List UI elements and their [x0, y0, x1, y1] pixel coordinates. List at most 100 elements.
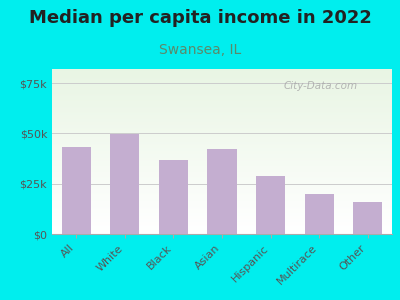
Bar — [52, 182, 392, 183]
Bar — [52, 228, 392, 229]
Bar — [52, 166, 392, 167]
Bar — [304, 194, 334, 234]
Bar — [52, 87, 392, 88]
Bar — [52, 104, 392, 105]
Bar — [52, 179, 392, 180]
Bar — [52, 156, 392, 157]
Bar — [52, 111, 392, 112]
Bar — [52, 222, 392, 223]
Bar — [52, 159, 392, 160]
Bar — [52, 168, 392, 169]
Bar — [52, 124, 392, 125]
Bar — [110, 134, 140, 234]
Bar — [52, 208, 392, 209]
Bar — [52, 175, 392, 176]
Bar — [52, 116, 392, 117]
Bar — [52, 130, 392, 131]
Bar — [52, 195, 392, 196]
Bar — [62, 148, 91, 234]
Bar — [52, 145, 392, 146]
Bar — [52, 205, 392, 206]
Bar — [52, 147, 392, 148]
Bar — [52, 119, 392, 120]
Bar — [52, 220, 392, 221]
Bar — [52, 129, 392, 130]
Bar — [52, 201, 392, 202]
Bar — [52, 211, 392, 212]
Bar — [52, 194, 392, 195]
Bar — [52, 78, 392, 79]
Bar — [52, 75, 392, 76]
Bar — [52, 150, 392, 151]
Text: Median per capita income in 2022: Median per capita income in 2022 — [28, 9, 372, 27]
Bar — [52, 202, 392, 203]
Bar — [52, 193, 392, 194]
Bar — [52, 160, 392, 161]
Bar — [52, 107, 392, 108]
Bar — [52, 186, 392, 187]
Bar — [52, 106, 392, 107]
Bar — [52, 161, 392, 162]
Bar — [52, 165, 392, 166]
Bar — [52, 227, 392, 228]
Bar — [52, 142, 392, 143]
Bar — [52, 115, 392, 116]
Bar — [52, 122, 392, 123]
Bar — [52, 80, 392, 81]
Bar — [52, 226, 392, 227]
Bar — [52, 143, 392, 144]
Bar — [52, 120, 392, 121]
Bar — [52, 89, 392, 90]
Bar — [52, 117, 392, 118]
Bar — [52, 157, 392, 158]
Bar — [52, 149, 392, 150]
Bar — [52, 71, 392, 72]
Bar — [52, 74, 392, 75]
Bar — [52, 92, 392, 93]
Bar — [52, 93, 392, 94]
Bar — [52, 189, 392, 190]
Bar — [52, 188, 392, 189]
Bar — [52, 95, 392, 96]
Bar — [52, 99, 392, 100]
Bar — [52, 126, 392, 127]
Bar — [52, 79, 392, 80]
Bar — [52, 131, 392, 132]
Bar — [52, 233, 392, 234]
Bar — [52, 144, 392, 145]
Bar — [52, 85, 392, 86]
Bar — [52, 164, 392, 165]
Bar — [52, 176, 392, 177]
Text: City-Data.com: City-Data.com — [283, 80, 357, 91]
Bar — [353, 202, 382, 234]
Bar — [52, 180, 392, 181]
Bar — [52, 141, 392, 142]
Bar — [52, 216, 392, 217]
Bar — [52, 187, 392, 188]
Bar — [52, 98, 392, 99]
Bar — [52, 225, 392, 226]
Bar — [52, 137, 392, 138]
Bar — [52, 152, 392, 153]
Bar — [52, 191, 392, 192]
Bar — [52, 221, 392, 222]
Bar — [52, 154, 392, 155]
Bar — [52, 183, 392, 184]
Bar — [52, 134, 392, 135]
Bar — [52, 110, 392, 111]
Bar — [159, 160, 188, 234]
Bar — [52, 217, 392, 218]
Bar — [52, 105, 392, 106]
Bar — [52, 133, 392, 134]
Bar — [52, 82, 392, 83]
Bar — [52, 96, 392, 97]
Bar — [52, 219, 392, 220]
Bar — [52, 94, 392, 95]
Bar — [208, 149, 236, 234]
Bar — [52, 196, 392, 197]
Bar — [52, 185, 392, 186]
Bar — [52, 101, 392, 102]
Bar — [52, 212, 392, 213]
Bar — [52, 121, 392, 122]
Bar — [52, 148, 392, 149]
